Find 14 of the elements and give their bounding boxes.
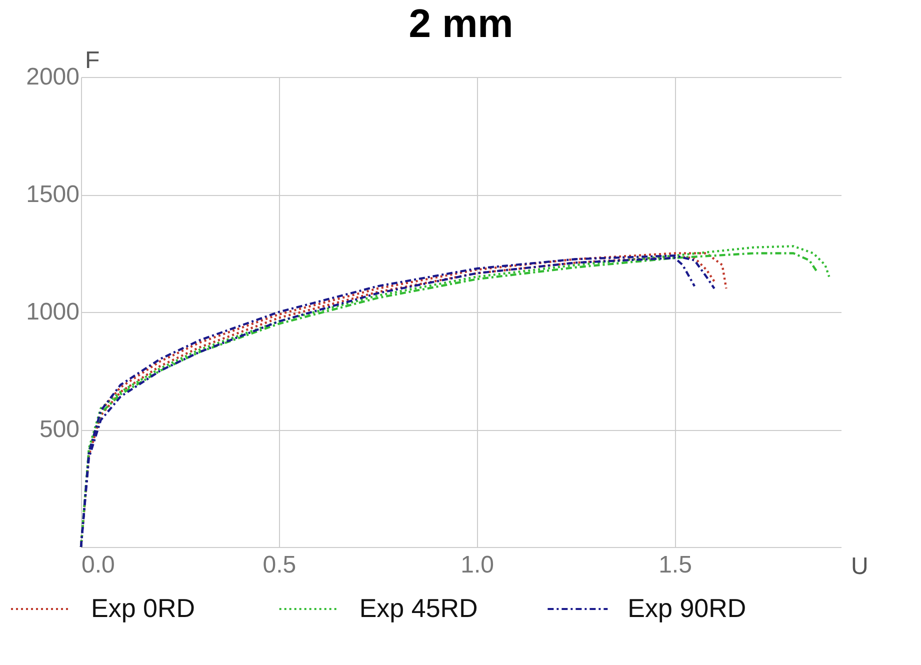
y-axis-title: F: [85, 47, 100, 74]
legend-label: Exp 0RD: [91, 593, 196, 623]
x-tick-label: 1.5: [658, 552, 692, 578]
y-tick-label: 2000: [26, 64, 80, 90]
y-tick-label: 1500: [26, 181, 80, 208]
x-tick-label: 0.5: [262, 552, 296, 578]
legend-label: Exp 45RD: [359, 593, 478, 623]
legend-label: Exp 90RD: [628, 593, 746, 623]
y-tick-label: 500: [39, 416, 80, 443]
x-tick-label: 1.0: [460, 552, 494, 578]
x-axis-title: U: [851, 553, 868, 580]
x-tick-label: 0.0: [82, 552, 115, 578]
y-tick-label: 1000: [26, 298, 80, 326]
chart-title: 2 mm: [408, 2, 514, 46]
